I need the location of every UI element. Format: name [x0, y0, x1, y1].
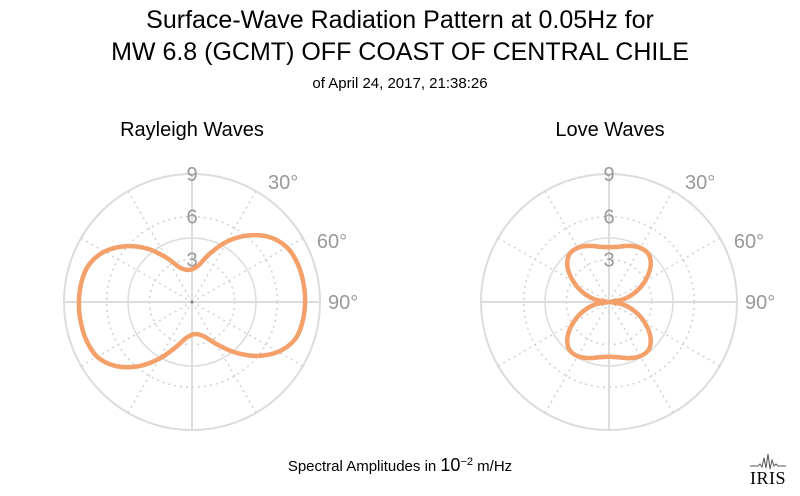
footer-base: 10 [440, 455, 461, 475]
love-radial-tick-6: 6 [603, 207, 614, 229]
rayleigh-angle-tick-30: 30° [268, 172, 298, 194]
footer-unit: m/Hz [477, 458, 513, 475]
rayleigh-radial-tick-9: 9 [186, 164, 197, 186]
seismogram-icon [750, 453, 786, 470]
iris-logo: IRIS [744, 452, 792, 488]
rayleigh-radiation-pattern [76, 232, 308, 370]
love-radial-tick-3: 3 [603, 249, 614, 271]
rayleigh-angle-tick-90: 90° [328, 292, 358, 314]
love-plot-title: Love Waves [555, 119, 665, 141]
logo-text: IRIS [749, 468, 786, 488]
footer-label: Spectral Amplitudes in [287, 458, 437, 475]
rayleigh-angle-tick-60: 60° [317, 231, 347, 253]
love-angle-tick-60: 60° [734, 231, 764, 253]
love-angle-tick-90: 90° [745, 292, 775, 314]
rayleigh-radial-tick-6: 6 [186, 207, 197, 229]
chart-subtitle: of April 24, 2017, 21:38:26 [312, 75, 488, 92]
footer-exponent: −2 [460, 456, 473, 468]
footer-caption: Spectral Amplitudes in 10−2 m/Hz [0, 455, 800, 476]
rayleigh-center [190, 300, 194, 304]
chart-title-line1: Surface-Wave Radiation Pattern at 0.05Hz… [146, 6, 654, 34]
love-angle-tick-30: 30° [685, 172, 715, 194]
rayleigh-plot-title: Rayleigh Waves [120, 119, 264, 141]
chart-title-line2: MW 6.8 (GCMT) OFF COAST OF CENTRAL CHILE [111, 38, 689, 66]
rayleigh-radial-tick-3: 3 [186, 249, 197, 271]
love-radial-tick-9: 9 [603, 164, 614, 186]
love-radiation-pattern [565, 243, 653, 361]
